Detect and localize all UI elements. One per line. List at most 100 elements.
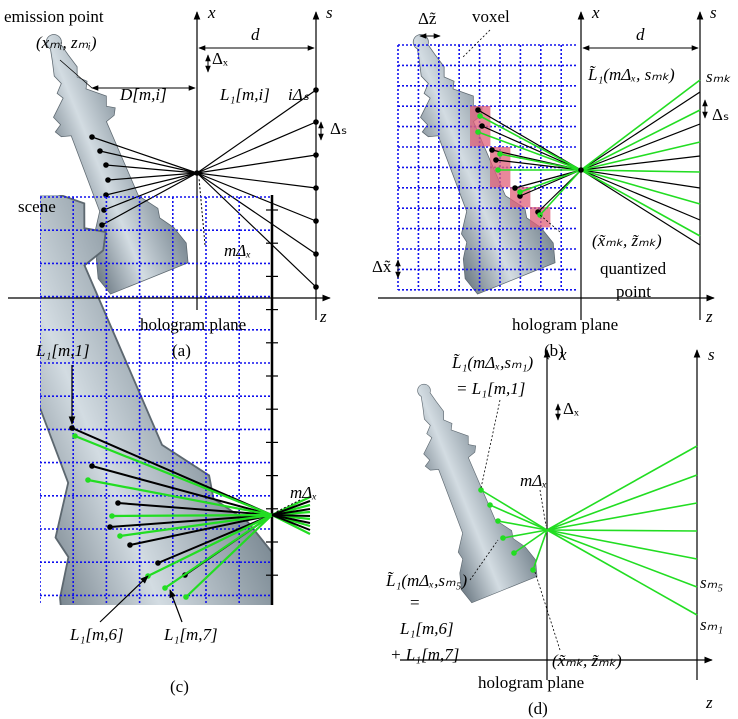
- label: s: [710, 3, 717, 22]
- point: [69, 425, 75, 431]
- label: L̃₁(mΔₓ,sₘ₁): [451, 353, 533, 372]
- label: mΔₓ: [290, 483, 317, 502]
- label: hologram plane: [478, 673, 584, 692]
- point: [89, 134, 95, 140]
- label: z: [705, 693, 713, 712]
- caption: (a): [172, 341, 191, 360]
- label: x: [558, 345, 567, 364]
- label: sₘ₁: [700, 615, 723, 634]
- point: [493, 157, 499, 163]
- point: [495, 167, 501, 173]
- figure: x s d emission point (xₘᵢ, zₘᵢ) Δₓ D[m,i…: [0, 0, 738, 719]
- label: L₁[m,6]: [69, 625, 124, 644]
- line: [481, 400, 500, 488]
- label: z: [319, 307, 327, 326]
- label: = L₁[m,1]: [456, 379, 525, 398]
- line: [199, 178, 205, 245]
- point: [478, 487, 484, 493]
- label: =: [410, 593, 420, 612]
- line: [547, 475, 697, 530]
- point: [511, 550, 517, 556]
- label: Δₓ: [563, 399, 579, 418]
- point: [127, 542, 133, 548]
- point: [155, 560, 161, 566]
- label: quantized: [600, 259, 667, 278]
- point: [313, 284, 319, 290]
- label: Δₓ: [212, 49, 228, 68]
- point: [500, 535, 506, 541]
- label: Δx̃: [372, 257, 392, 276]
- line: [581, 110, 700, 170]
- line: [547, 530, 697, 531]
- label: L₁[m,7]: [163, 625, 218, 644]
- label: + L₁[m,7]: [390, 645, 459, 664]
- caption: (d): [528, 699, 548, 718]
- label: z: [705, 307, 713, 326]
- chess-piece: [385, 370, 542, 605]
- label: Δₛ: [712, 105, 729, 124]
- label: L₁[m,1]: [35, 341, 90, 360]
- line: [547, 530, 697, 587]
- line: [581, 170, 700, 172]
- label: Δz̃: [418, 9, 437, 28]
- point: [194, 170, 200, 176]
- point: [97, 148, 103, 154]
- point: [162, 585, 168, 591]
- point: [117, 533, 123, 539]
- label: (x̃ₘₖ, z̃ₘₖ): [592, 231, 662, 250]
- point: [313, 218, 319, 224]
- label: d: [636, 25, 645, 44]
- point: [489, 147, 495, 153]
- point: [313, 251, 319, 257]
- label: (x̃ₘₖ, z̃ₘₖ): [552, 651, 622, 670]
- chess-piece: [7, 17, 193, 296]
- point: [475, 129, 481, 135]
- point: [517, 189, 523, 195]
- point: [512, 185, 518, 191]
- point: [313, 152, 319, 158]
- line: [540, 490, 546, 526]
- label: x: [207, 3, 216, 22]
- label: emission point: [4, 7, 104, 26]
- point: [183, 594, 189, 600]
- label: D[m,i]: [119, 85, 167, 104]
- point: [479, 123, 485, 129]
- line: [533, 530, 547, 570]
- point: [313, 185, 319, 191]
- label: (xₘᵢ, zₘᵢ): [36, 33, 97, 52]
- point: [109, 513, 115, 519]
- label: L₁[m,i]: [219, 85, 270, 104]
- label: voxel: [472, 7, 510, 26]
- point: [313, 119, 319, 125]
- label: x: [591, 3, 600, 22]
- point: [107, 524, 113, 530]
- point: [103, 162, 109, 168]
- chess-piece: [374, 17, 560, 296]
- line: [197, 155, 316, 173]
- label: scene: [18, 197, 56, 216]
- label: hologram plane: [512, 315, 618, 334]
- point: [530, 567, 536, 573]
- point: [497, 151, 503, 157]
- label: Δₛ: [330, 119, 347, 138]
- line: [112, 515, 272, 516]
- point: [115, 500, 121, 506]
- label: mΔₓ: [224, 241, 251, 260]
- point: [89, 463, 95, 469]
- point: [99, 222, 105, 228]
- line: [547, 530, 697, 615]
- label: s: [708, 345, 715, 364]
- point: [85, 477, 91, 483]
- line: [547, 530, 697, 559]
- label: mΔₓ: [520, 471, 547, 490]
- label: s: [326, 3, 333, 22]
- point: [487, 502, 493, 508]
- label: L₁[m,6]: [399, 619, 454, 638]
- point: [495, 518, 501, 524]
- label: L̃₁(mΔₓ,sₘ₅): [385, 571, 467, 590]
- label: hologram plane: [140, 315, 246, 334]
- label: d: [251, 25, 260, 44]
- line: [581, 170, 700, 220]
- point: [105, 177, 111, 183]
- label: sₘₖ: [706, 67, 731, 86]
